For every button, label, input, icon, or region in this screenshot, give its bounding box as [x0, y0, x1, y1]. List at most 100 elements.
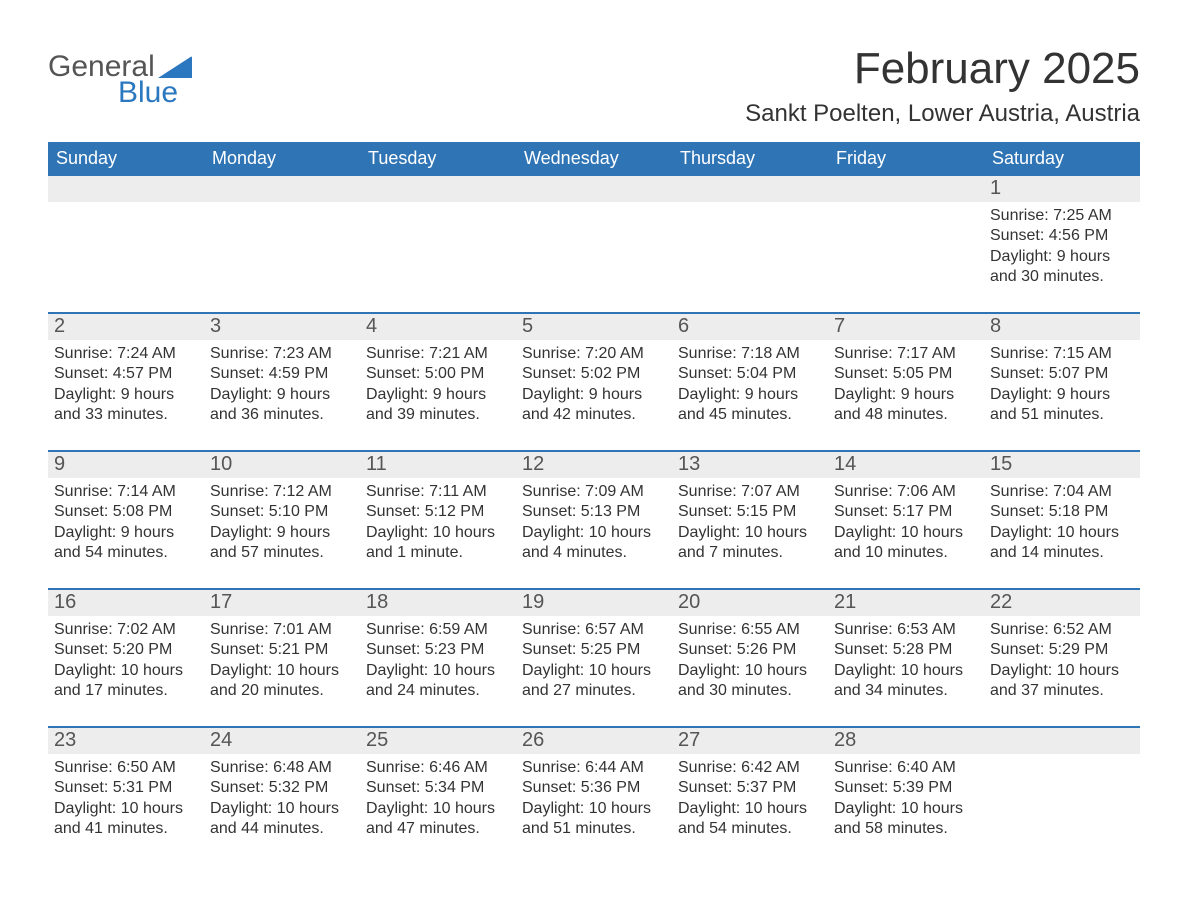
day-cell	[516, 202, 672, 298]
sunset-line: Sunset: 5:34 PM	[366, 778, 510, 798]
sunset-line: Sunset: 5:32 PM	[210, 778, 354, 798]
daylight-line: Daylight: 10 hours and 17 minutes.	[54, 661, 198, 702]
daylight-line: Daylight: 10 hours and 51 minutes.	[522, 799, 666, 840]
sunset-line: Sunset: 4:56 PM	[990, 226, 1134, 246]
day-number	[48, 176, 204, 202]
day-cell: Sunrise: 7:23 AMSunset: 4:59 PMDaylight:…	[204, 340, 360, 436]
day-number: 15	[984, 452, 1140, 478]
sunset-line: Sunset: 5:20 PM	[54, 640, 198, 660]
sunrise-line: Sunrise: 6:46 AM	[366, 758, 510, 778]
sunset-line: Sunset: 5:15 PM	[678, 502, 822, 522]
day-number: 9	[48, 452, 204, 478]
sunset-line: Sunset: 5:25 PM	[522, 640, 666, 660]
sunrise-line: Sunrise: 7:07 AM	[678, 482, 822, 502]
daylight-line: Daylight: 10 hours and 58 minutes.	[834, 799, 978, 840]
sunset-line: Sunset: 5:17 PM	[834, 502, 978, 522]
day-cell: Sunrise: 7:17 AMSunset: 5:05 PMDaylight:…	[828, 340, 984, 436]
day-number	[516, 176, 672, 202]
day-cell: Sunrise: 7:24 AMSunset: 4:57 PMDaylight:…	[48, 340, 204, 436]
day-cell: Sunrise: 7:20 AMSunset: 5:02 PMDaylight:…	[516, 340, 672, 436]
calendar-week: 232425262728Sunrise: 6:50 AMSunset: 5:31…	[48, 726, 1140, 850]
sunrise-line: Sunrise: 6:52 AM	[990, 620, 1134, 640]
sunset-line: Sunset: 5:13 PM	[522, 502, 666, 522]
day-of-week-cell: Wednesday	[516, 142, 672, 176]
day-cell: Sunrise: 7:06 AMSunset: 5:17 PMDaylight:…	[828, 478, 984, 574]
daylight-line: Daylight: 10 hours and 24 minutes.	[366, 661, 510, 702]
day-number: 24	[204, 728, 360, 754]
day-cell	[828, 202, 984, 298]
daylight-line: Daylight: 10 hours and 27 minutes.	[522, 661, 666, 702]
day-cell: Sunrise: 7:11 AMSunset: 5:12 PMDaylight:…	[360, 478, 516, 574]
daylight-line: Daylight: 9 hours and 30 minutes.	[990, 247, 1134, 288]
daylight-line: Daylight: 10 hours and 34 minutes.	[834, 661, 978, 702]
day-number: 19	[516, 590, 672, 616]
daylight-line: Daylight: 10 hours and 30 minutes.	[678, 661, 822, 702]
day-cell: Sunrise: 6:40 AMSunset: 5:39 PMDaylight:…	[828, 754, 984, 850]
sunrise-line: Sunrise: 7:01 AM	[210, 620, 354, 640]
sunset-line: Sunset: 5:04 PM	[678, 364, 822, 384]
logo-text-2: Blue	[48, 78, 192, 108]
day-cell: Sunrise: 6:46 AMSunset: 5:34 PMDaylight:…	[360, 754, 516, 850]
day-number: 21	[828, 590, 984, 616]
day-of-week-header: SundayMondayTuesdayWednesdayThursdayFrid…	[48, 142, 1140, 176]
day-of-week-cell: Saturday	[984, 142, 1140, 176]
day-of-week-cell: Tuesday	[360, 142, 516, 176]
day-number: 12	[516, 452, 672, 478]
sunrise-line: Sunrise: 7:04 AM	[990, 482, 1134, 502]
day-cell: Sunrise: 6:53 AMSunset: 5:28 PMDaylight:…	[828, 616, 984, 712]
day-number	[828, 176, 984, 202]
sunset-line: Sunset: 5:08 PM	[54, 502, 198, 522]
calendar-week: 2345678Sunrise: 7:24 AMSunset: 4:57 PMDa…	[48, 312, 1140, 436]
calendar: SundayMondayTuesdayWednesdayThursdayFrid…	[48, 142, 1140, 850]
day-number: 10	[204, 452, 360, 478]
sunset-line: Sunset: 5:28 PM	[834, 640, 978, 660]
sunset-line: Sunset: 5:00 PM	[366, 364, 510, 384]
sunrise-line: Sunrise: 6:50 AM	[54, 758, 198, 778]
day-number: 23	[48, 728, 204, 754]
day-of-week-cell: Thursday	[672, 142, 828, 176]
day-number: 7	[828, 314, 984, 340]
day-number: 5	[516, 314, 672, 340]
daynum-band: 232425262728	[48, 728, 1140, 754]
day-of-week-cell: Monday	[204, 142, 360, 176]
sunrise-line: Sunrise: 7:06 AM	[834, 482, 978, 502]
sunset-line: Sunset: 4:57 PM	[54, 364, 198, 384]
day-cell: Sunrise: 6:44 AMSunset: 5:36 PMDaylight:…	[516, 754, 672, 850]
day-cell: Sunrise: 7:02 AMSunset: 5:20 PMDaylight:…	[48, 616, 204, 712]
sunrise-line: Sunrise: 7:23 AM	[210, 344, 354, 364]
week-body: Sunrise: 7:14 AMSunset: 5:08 PMDaylight:…	[48, 478, 1140, 574]
day-number	[360, 176, 516, 202]
sunrise-line: Sunrise: 7:12 AM	[210, 482, 354, 502]
day-number: 22	[984, 590, 1140, 616]
sunrise-line: Sunrise: 6:48 AM	[210, 758, 354, 778]
day-cell	[672, 202, 828, 298]
sunset-line: Sunset: 5:02 PM	[522, 364, 666, 384]
sunset-line: Sunset: 5:18 PM	[990, 502, 1134, 522]
sunrise-line: Sunrise: 7:24 AM	[54, 344, 198, 364]
day-cell: Sunrise: 7:04 AMSunset: 5:18 PMDaylight:…	[984, 478, 1140, 574]
day-number: 16	[48, 590, 204, 616]
day-cell: Sunrise: 7:15 AMSunset: 5:07 PMDaylight:…	[984, 340, 1140, 436]
sunset-line: Sunset: 5:10 PM	[210, 502, 354, 522]
day-cell: Sunrise: 7:21 AMSunset: 5:00 PMDaylight:…	[360, 340, 516, 436]
day-number	[984, 728, 1140, 754]
day-cell: Sunrise: 7:09 AMSunset: 5:13 PMDaylight:…	[516, 478, 672, 574]
sunrise-line: Sunrise: 7:11 AM	[366, 482, 510, 502]
day-number: 8	[984, 314, 1140, 340]
sunrise-line: Sunrise: 6:53 AM	[834, 620, 978, 640]
sunset-line: Sunset: 5:29 PM	[990, 640, 1134, 660]
daylight-line: Daylight: 10 hours and 20 minutes.	[210, 661, 354, 702]
day-number: 18	[360, 590, 516, 616]
day-cell	[48, 202, 204, 298]
day-cell: Sunrise: 7:14 AMSunset: 5:08 PMDaylight:…	[48, 478, 204, 574]
day-cell: Sunrise: 6:42 AMSunset: 5:37 PMDaylight:…	[672, 754, 828, 850]
sunrise-line: Sunrise: 7:20 AM	[522, 344, 666, 364]
sunset-line: Sunset: 5:05 PM	[834, 364, 978, 384]
sunset-line: Sunset: 5:39 PM	[834, 778, 978, 798]
day-cell	[204, 202, 360, 298]
sunset-line: Sunset: 5:21 PM	[210, 640, 354, 660]
day-number	[204, 176, 360, 202]
day-cell: Sunrise: 6:57 AMSunset: 5:25 PMDaylight:…	[516, 616, 672, 712]
day-number: 13	[672, 452, 828, 478]
daylight-line: Daylight: 10 hours and 44 minutes.	[210, 799, 354, 840]
